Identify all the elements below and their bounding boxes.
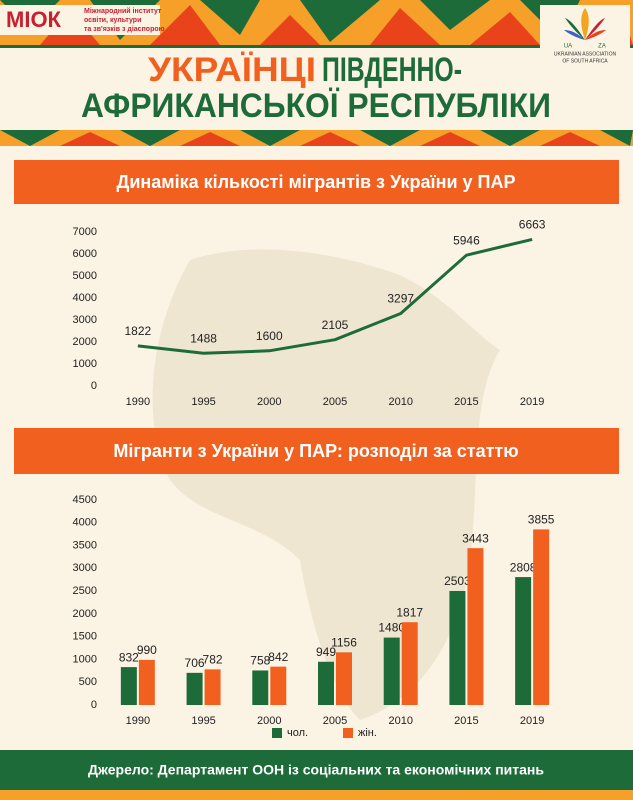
chart-title: Мігранти з України у ПАР: розподіл за ст… — [113, 441, 518, 461]
title: АФРИКАНСЬКОЇ РЕСПУБЛІКИ — [81, 87, 551, 125]
x-tick-label: 2010 — [388, 715, 412, 727]
legend-label: жін. — [358, 727, 377, 739]
data-label: 6663 — [519, 218, 546, 232]
data-label: 758 — [250, 654, 270, 668]
source: Джерело: Департамент ООН із соціальних т… — [88, 762, 544, 778]
logo-right-text: OF SOUTH AFRICA — [562, 58, 608, 64]
logo-right-tag: ZA — [598, 44, 606, 50]
data-label: 949 — [316, 645, 336, 659]
y-tick-label: 5000 — [73, 270, 97, 282]
y-tick-label: 0 — [91, 380, 97, 392]
data-label: 1822 — [125, 324, 152, 338]
logo-right-text: UKRAINIAN ASSOCIATION — [554, 51, 617, 57]
y-tick-label: 0 — [91, 699, 97, 711]
bar — [449, 590, 466, 705]
y-tick-label: 2000 — [73, 608, 97, 620]
y-tick-label: 7000 — [73, 226, 97, 238]
data-label: 1156 — [331, 636, 357, 650]
map-silhouette — [152, 249, 500, 721]
y-tick-label: 3000 — [73, 562, 97, 574]
bar — [186, 672, 203, 705]
bar — [138, 659, 155, 705]
bar — [467, 548, 484, 705]
y-tick-label: 2000 — [73, 336, 97, 348]
y-tick-label: 3500 — [73, 539, 97, 551]
chart-banner — [14, 428, 619, 474]
data-label: 1488 — [190, 331, 217, 345]
x-tick-label: 1990 — [126, 715, 150, 727]
x-tick-label: 2005 — [323, 715, 347, 727]
bar — [204, 669, 221, 705]
legend-label: чол. — [287, 727, 308, 739]
data-label: 2808 — [510, 560, 537, 574]
bar — [120, 667, 137, 705]
data-label: 842 — [268, 650, 288, 664]
bar — [318, 661, 334, 705]
data-label: 706 — [185, 656, 205, 670]
decor-band — [0, 130, 633, 146]
y-tick-label: 6000 — [73, 248, 97, 260]
data-label: 782 — [203, 653, 223, 667]
x-tick-label: 2010 — [388, 396, 412, 408]
bar — [533, 529, 550, 705]
footer-decor — [0, 790, 633, 800]
y-tick-label: 4000 — [73, 292, 97, 304]
chart-banner — [14, 160, 619, 204]
x-tick-label: 1995 — [191, 396, 215, 408]
y-tick-label: 1000 — [73, 653, 97, 665]
y-tick-label: 1500 — [73, 631, 97, 643]
title: ПІВДЕННО- — [322, 51, 462, 89]
bar — [336, 652, 352, 705]
data-label: 3443 — [462, 531, 489, 545]
data-label: 1817 — [396, 605, 423, 619]
x-tick-label: 1990 — [126, 396, 150, 408]
x-tick-label: 2000 — [257, 715, 281, 727]
logo-left-bg — [0, 5, 160, 35]
bar — [515, 577, 532, 705]
legend-swatch — [343, 728, 353, 738]
data-label: 5946 — [453, 233, 480, 247]
logo-left: МІОК — [6, 7, 62, 32]
bar — [252, 670, 269, 705]
logo-right-tag: UA — [564, 44, 572, 50]
logo-left-text: та зв'язків з діаспорою — [84, 25, 165, 33]
x-tick-label: 2019 — [520, 396, 544, 408]
y-tick-label: 4000 — [73, 517, 97, 529]
y-tick-label: 500 — [79, 676, 97, 688]
x-tick-label: 2019 — [520, 715, 544, 727]
y-tick-label: 2500 — [73, 585, 97, 597]
data-label: 2503 — [444, 574, 471, 588]
legend-swatch — [272, 728, 282, 738]
bar — [270, 666, 287, 705]
data-label: 2105 — [322, 318, 349, 332]
y-tick-label: 4500 — [73, 494, 97, 506]
data-label: 3297 — [387, 292, 414, 306]
data-label: 3855 — [528, 513, 555, 527]
logo-left-text: освіти, культури — [84, 16, 141, 24]
x-tick-label: 2015 — [454, 396, 478, 408]
data-label: 990 — [137, 643, 157, 657]
x-tick-label: 2000 — [257, 396, 281, 408]
logo-left-text: Міжнародний інститут — [84, 7, 162, 15]
bar — [383, 637, 400, 705]
y-tick-label: 3000 — [73, 314, 97, 326]
y-tick-label: 1000 — [73, 358, 97, 370]
data-label: 1600 — [256, 329, 283, 343]
title: УКРАЇНЦІ — [148, 51, 316, 89]
x-tick-label: 2005 — [323, 396, 347, 408]
x-tick-label: 2015 — [454, 715, 478, 727]
footer — [0, 750, 633, 790]
chart-title: Динаміка кількості мігрантів з України у… — [117, 172, 516, 192]
x-tick-label: 1995 — [191, 715, 215, 727]
data-label: 1480 — [378, 621, 405, 635]
bar — [401, 622, 418, 705]
logo-right-icon — [564, 8, 606, 40]
data-label: 832 — [119, 650, 139, 664]
line — [137, 237, 533, 355]
